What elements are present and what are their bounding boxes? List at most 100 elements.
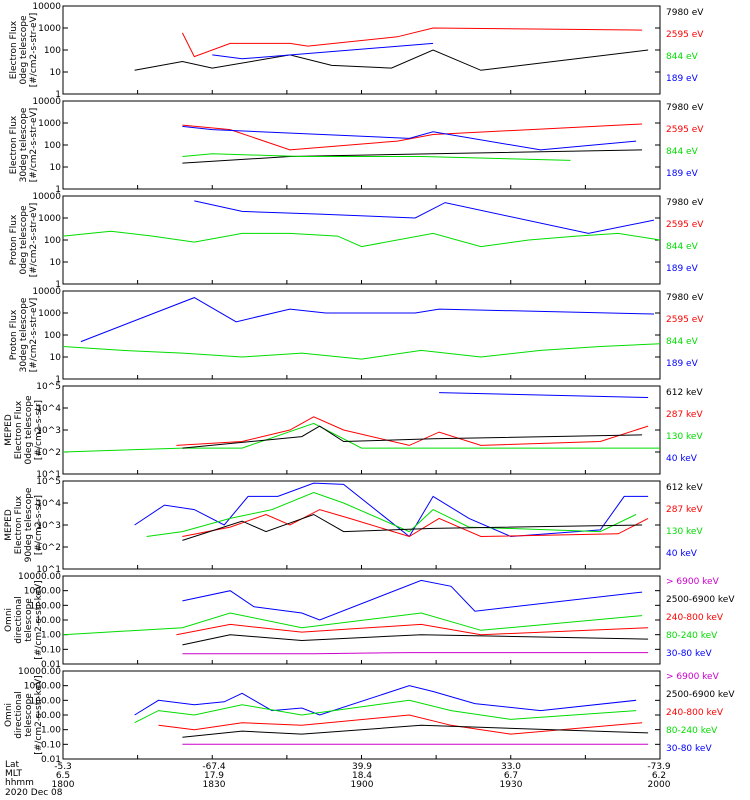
y-axis-label: Electron Flux bbox=[14, 495, 24, 554]
legend-entry: 130 keV bbox=[666, 527, 703, 537]
y-axis-label: Proton Flux bbox=[9, 214, 19, 265]
y-tick-label: 1000.00 bbox=[24, 682, 61, 692]
series-line bbox=[182, 123, 643, 151]
x-axis-value: 1830 bbox=[203, 780, 226, 790]
x-axis-value: -73.9 bbox=[647, 762, 671, 772]
x-axis-value: 39.9 bbox=[352, 762, 372, 772]
legend-entry: 612 keV bbox=[666, 483, 703, 493]
legend-entry: 130 keV bbox=[666, 432, 703, 442]
panel-8: 0.01 0.10 1.00 10.00 100.00 1000.00 10000.00 Om… bbox=[4, 667, 735, 765]
legend-entry: 2595 eV bbox=[666, 30, 704, 40]
y-axis-label: [#/cm2-s-str] bbox=[34, 400, 44, 460]
legend-entry: 189 eV bbox=[666, 359, 699, 369]
y-tick-label: 10^5 bbox=[36, 382, 61, 392]
x-axis-value: 1930 bbox=[500, 780, 523, 790]
y-tick-label: 10000 bbox=[32, 192, 61, 202]
legend-entry: 612 keV bbox=[666, 388, 703, 398]
panel-frame bbox=[62, 385, 661, 475]
series-line bbox=[212, 42, 434, 60]
y-tick-label: 1000 bbox=[38, 214, 61, 224]
y-axis-label: 90deg telescope bbox=[24, 487, 34, 562]
legend-entry: > 6900 keV bbox=[666, 672, 720, 682]
legend-entry: 7980 eV bbox=[666, 103, 704, 113]
y-axis-label: directional bbox=[14, 596, 24, 643]
y-axis-label: [#/cm2-s-str-eV] bbox=[29, 108, 39, 183]
legend-entry: 240-800 keV bbox=[666, 708, 724, 718]
y-tick-label: 1000 bbox=[38, 24, 61, 34]
x-axis-value: 6.2 bbox=[652, 771, 666, 781]
legend-entry: 844 eV bbox=[666, 52, 699, 62]
legend-entry: > 6900 keV bbox=[666, 577, 720, 587]
x-axis-value: 18.4 bbox=[352, 771, 372, 781]
y-tick-label: 1000 bbox=[38, 309, 61, 319]
series-line bbox=[182, 149, 643, 164]
xaxis-row-lat-label: Lat bbox=[5, 760, 20, 770]
legend-entry: 2500-6900 keV bbox=[666, 690, 735, 700]
y-tick-label: 10 bbox=[50, 353, 62, 363]
y-axis-label: [#/cm2-s-str-keV] bbox=[34, 675, 44, 754]
legend-entry: 7980 eV bbox=[666, 8, 704, 18]
y-axis-label: 30deg telescope bbox=[19, 107, 29, 182]
y-tick-label: 10^3 bbox=[36, 426, 61, 436]
y-tick-label: 10 bbox=[50, 258, 62, 268]
x-axis-value: 17.9 bbox=[204, 771, 224, 781]
series-line bbox=[182, 724, 649, 738]
legend-entry: 2595 eV bbox=[666, 315, 704, 325]
y-axis-label: [#/cm2-s-str] bbox=[34, 495, 44, 555]
x-axis-value: 6.7 bbox=[504, 771, 518, 781]
series-line bbox=[182, 579, 643, 621]
panel-4: 1 10 100 1000 10000 Proton Flux 30deg telescop… bbox=[9, 287, 704, 385]
series-line bbox=[176, 623, 649, 636]
y-tick-label: 10000 bbox=[32, 287, 61, 297]
y-tick-label: 1000.00 bbox=[24, 587, 61, 597]
series-line bbox=[176, 416, 649, 446]
y-axis-label: 30deg telescope bbox=[19, 297, 29, 372]
legend-entry: 189 eV bbox=[666, 169, 699, 179]
y-tick-label: 10^3 bbox=[36, 521, 61, 531]
y-tick-label: 10^2 bbox=[36, 543, 61, 553]
legend-entry: 80-240 keV bbox=[666, 631, 718, 641]
y-axis-label: [#/cm2-s-str-eV] bbox=[29, 13, 39, 88]
y-axis-label: Electron Flux bbox=[9, 115, 19, 174]
series-line bbox=[62, 422, 660, 453]
panel-frame bbox=[62, 480, 661, 570]
x-axis-value: 33.0 bbox=[501, 762, 521, 772]
panel-frame bbox=[62, 100, 661, 190]
y-axis-label: Omni bbox=[4, 608, 14, 632]
panel-6: 10^1 10^2 10^3 10^4 10^5 MEPED Electron Flux 90… bbox=[4, 477, 703, 575]
legend-entry: 189 eV bbox=[666, 74, 699, 84]
series-line bbox=[158, 714, 643, 735]
y-axis-label: 0deg telescope bbox=[19, 205, 29, 275]
legend-entry: 80-240 keV bbox=[666, 726, 718, 736]
legend-entry: 2595 eV bbox=[666, 125, 704, 135]
legend-entry: 7980 eV bbox=[666, 293, 704, 303]
legend-entry: 189 eV bbox=[666, 264, 699, 274]
xaxis-date: 2020 Dec 08 bbox=[5, 788, 63, 798]
y-axis-label: 0deg telescope bbox=[19, 15, 29, 85]
xaxis-row-hhmm-label: hhmm bbox=[5, 778, 34, 788]
series-line bbox=[194, 200, 655, 234]
y-tick-label: 1 bbox=[55, 280, 61, 290]
y-tick-label: 10^1 bbox=[36, 470, 61, 480]
y-tick-label: 100.00 bbox=[30, 601, 62, 611]
y-tick-label: 1.00 bbox=[41, 631, 61, 641]
x-axis-value: 6.5 bbox=[56, 771, 70, 781]
y-tick-label: 0.10 bbox=[41, 740, 61, 750]
panel-frame bbox=[62, 5, 661, 95]
y-tick-label: 10^1 bbox=[36, 565, 61, 575]
x-axis-value: 2000 bbox=[648, 780, 671, 790]
series-line bbox=[182, 425, 643, 449]
series-line bbox=[62, 612, 643, 636]
y-axis-label: [#/cm2-s-str-keV] bbox=[34, 580, 44, 659]
y-axis-label: Omni bbox=[4, 703, 14, 727]
series-line bbox=[182, 153, 571, 161]
legend-entry: 2500-6900 keV bbox=[666, 595, 735, 605]
y-tick-label: 10^4 bbox=[36, 499, 61, 509]
panel-2: 1 10 100 1000 10000 Electron Flux 30deg telesc… bbox=[9, 97, 704, 195]
series-line bbox=[134, 49, 649, 71]
legend-entry: 30-80 keV bbox=[666, 649, 712, 659]
y-tick-label: 10000.00 bbox=[18, 572, 61, 582]
y-tick-label: 0.01 bbox=[41, 660, 61, 670]
